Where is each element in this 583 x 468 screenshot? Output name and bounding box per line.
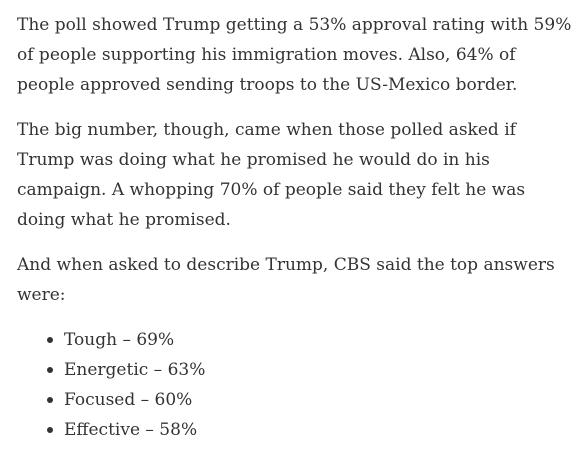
list-item-text: Focused – 60%	[64, 390, 193, 410]
top-answers-list: Tough – 69% Energetic – 63% Focused – 60…	[17, 325, 577, 445]
paragraph-poll-results: The poll showed Trump getting a 53% appr…	[17, 15, 572, 95]
article-body: The poll showed Trump getting a 53% appr…	[17, 10, 577, 445]
list-item: Effective – 58%	[47, 415, 577, 445]
paragraph-describe-trump: And when asked to describe Trump, CBS sa…	[17, 255, 555, 305]
list-item-text: Tough – 69%	[64, 330, 175, 350]
list-item: Tough – 69%	[47, 325, 577, 355]
paragraph-promises: The big number, though, came when those …	[17, 120, 526, 230]
list-item-text: Effective – 58%	[64, 420, 198, 440]
bullet-icon	[47, 337, 53, 343]
list-item: Focused – 60%	[47, 385, 577, 415]
bullet-icon	[47, 367, 53, 373]
list-item: Energetic – 63%	[47, 355, 577, 385]
list-item-text: Energetic – 63%	[64, 360, 206, 380]
bullet-icon	[47, 427, 53, 433]
bullet-icon	[47, 397, 53, 403]
